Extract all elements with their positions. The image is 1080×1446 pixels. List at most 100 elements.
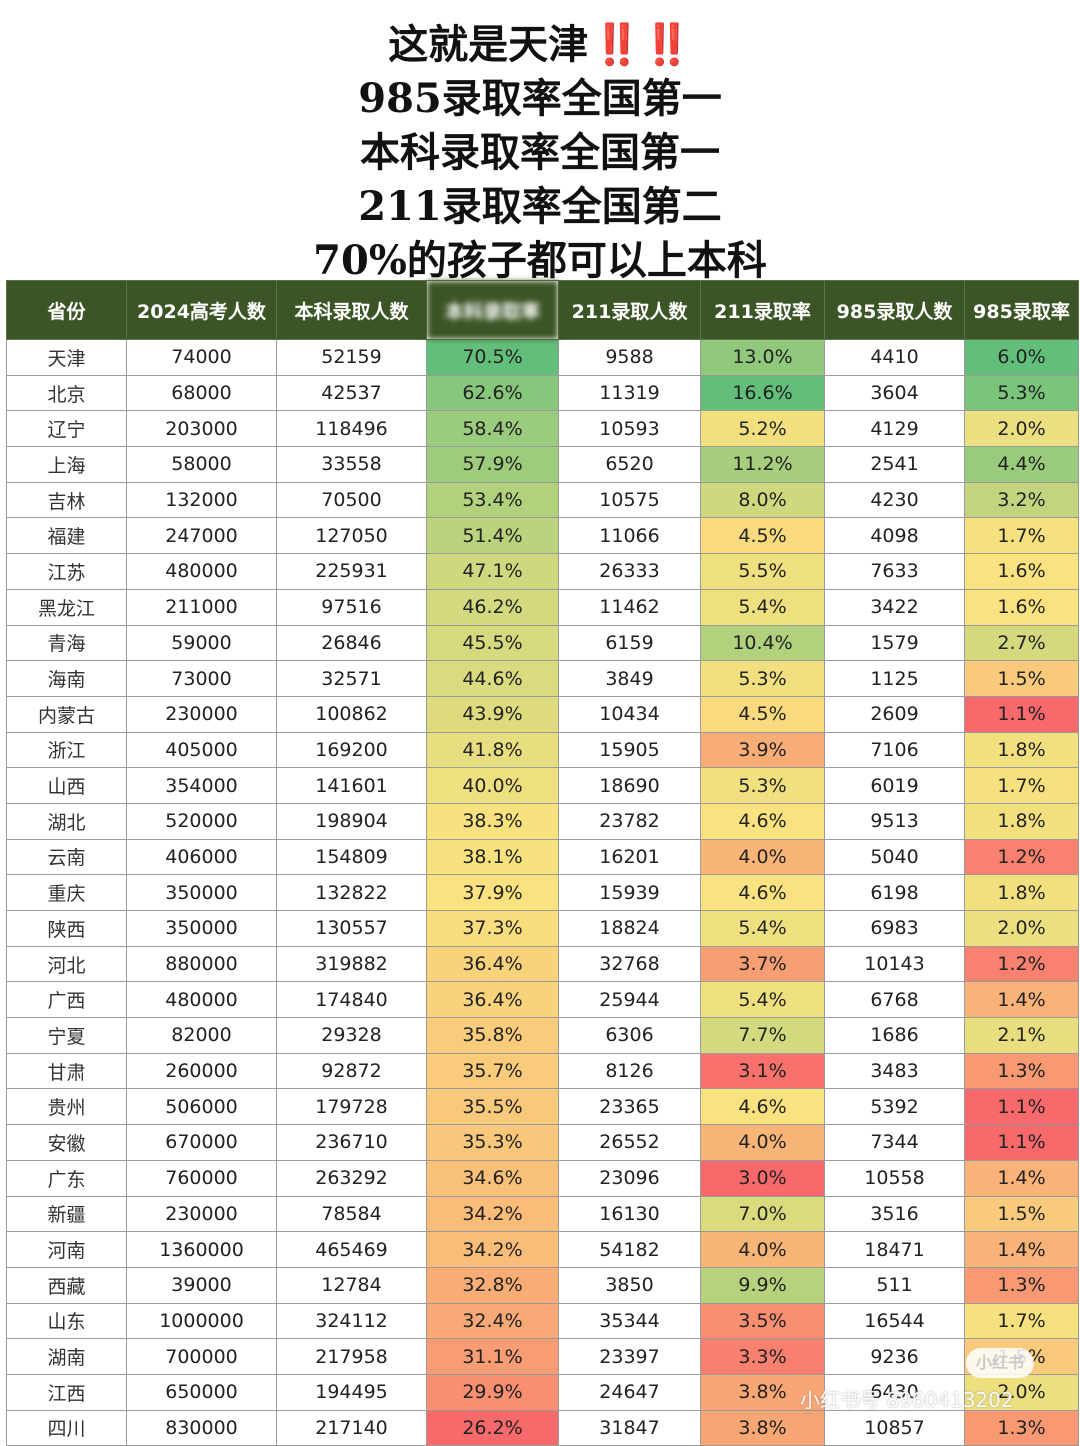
count-cell: 9236 — [824, 1338, 965, 1375]
count-cell: 74000 — [126, 339, 277, 376]
table-row: 西藏 39000 12784 32.8% 3850 9.9% 511 1.3% — [6, 1266, 1079, 1304]
rate-cell: 32.8% — [426, 1266, 559, 1304]
count-cell: 880000 — [126, 945, 277, 983]
province-cell: 安徽 — [6, 1124, 127, 1161]
province-cell: 湖北 — [6, 802, 127, 840]
rate-cell: 1.1% — [964, 695, 1079, 733]
count-cell: 3483 — [824, 1052, 965, 1090]
rate-cell: 34.2% — [426, 1231, 559, 1268]
count-cell: 700000 — [126, 1338, 277, 1375]
province-cell: 江西 — [6, 1373, 127, 1411]
table-row: 河南 1360000 465469 34.2% 54182 4.0% 18471 1.4% — [6, 1231, 1079, 1268]
rate-cell: 1.1% — [964, 1088, 1079, 1126]
rate-cell: 58.4% — [426, 410, 559, 448]
column-header: 985录取人数 — [824, 280, 965, 340]
rate-cell: 29.9% — [426, 1373, 559, 1411]
province-cell: 广西 — [6, 981, 127, 1019]
table-row: 安徽 670000 236710 35.3% 26552 4.0% 7344 1.1% — [6, 1124, 1079, 1161]
rate-cell: 1.6% — [964, 588, 1079, 626]
count-cell: 100862 — [276, 695, 427, 733]
count-cell: 6019 — [824, 767, 965, 804]
table-row: 北京 68000 42537 62.6% 11319 16.6% 3604 5.3% — [6, 374, 1079, 412]
count-cell: 18690 — [558, 767, 701, 804]
rate-cell: 13.0% — [700, 339, 825, 376]
headline-line-1: 这就是天津 ‼️‼️ — [388, 21, 692, 68]
count-cell: 26846 — [276, 624, 427, 662]
count-cell: 26552 — [558, 1124, 701, 1161]
rate-cell: 1.3% — [964, 1266, 1079, 1304]
count-cell: 16201 — [558, 838, 701, 876]
rate-cell: 1.5% — [964, 1195, 1079, 1233]
count-cell: 141601 — [276, 767, 427, 804]
headline-line-3: 本科录取率全国第一 — [360, 129, 720, 176]
rate-cell: 2.0% — [964, 1373, 1079, 1411]
count-cell: 130557 — [276, 910, 427, 947]
rate-cell: 3.1% — [700, 1052, 825, 1090]
rate-cell: 32.4% — [426, 1302, 559, 1340]
table-row: 广西 480000 174840 36.4% 25944 5.4% 6768 1.4% — [6, 981, 1079, 1019]
rate-cell: 1.3% — [964, 1052, 1079, 1090]
count-cell: 10143 — [824, 945, 965, 983]
rate-cell: 1.7% — [964, 767, 1079, 804]
column-header: 本科录取率 — [426, 280, 559, 340]
rate-cell: 7.0% — [700, 1195, 825, 1233]
count-cell: 5040 — [824, 838, 965, 876]
count-cell: 23782 — [558, 802, 701, 840]
rate-cell: 3.8% — [700, 1373, 825, 1411]
rate-cell: 36.4% — [426, 981, 559, 1019]
count-cell: 31847 — [558, 1409, 701, 1446]
rate-cell: 38.1% — [426, 838, 559, 876]
headline: 这就是天津 ‼️‼️ 985录取率全国第一 本科录取率全国第一 211录取率全国第… — [0, 18, 1080, 288]
count-cell: 260000 — [126, 1052, 277, 1090]
count-cell: 11462 — [558, 588, 701, 626]
count-cell: 225931 — [276, 553, 427, 590]
count-cell: 32768 — [558, 945, 701, 983]
rate-cell: 2.0% — [964, 410, 1079, 448]
rate-cell: 43.9% — [426, 695, 559, 733]
count-cell: 9513 — [824, 802, 965, 840]
count-cell: 6430 — [824, 1373, 965, 1411]
table-row: 天津 74000 52159 70.5% 9588 13.0% 4410 6.0% — [6, 339, 1079, 376]
count-cell: 82000 — [126, 1017, 277, 1054]
count-cell: 247000 — [126, 517, 277, 555]
province-cell: 北京 — [6, 374, 127, 412]
table-row: 四川 830000 217140 26.2% 31847 3.8% 10857 1.3% — [6, 1409, 1079, 1446]
count-cell: 3850 — [558, 1266, 701, 1304]
rate-cell: 37.3% — [426, 910, 559, 947]
count-cell: 18471 — [824, 1231, 965, 1268]
table-row: 宁夏 82000 29328 35.8% 6306 7.7% 1686 2.1% — [6, 1017, 1079, 1054]
count-cell: 506000 — [126, 1088, 277, 1126]
province-cell: 湖南 — [6, 1338, 127, 1375]
rate-cell: 3.7% — [700, 945, 825, 983]
table-row: 海南 73000 32571 44.6% 3849 5.3% 1125 1.5% — [6, 660, 1079, 697]
rate-cell: 4.4% — [964, 446, 1079, 483]
count-cell: 18824 — [558, 910, 701, 947]
rate-cell: 1.7% — [964, 517, 1079, 555]
count-cell: 406000 — [126, 838, 277, 876]
count-cell: 465469 — [276, 1231, 427, 1268]
rate-cell: 4.6% — [700, 874, 825, 911]
province-cell: 广东 — [6, 1159, 127, 1197]
column-header: 2024高考人数 — [126, 280, 277, 340]
province-cell: 黑龙江 — [6, 588, 127, 626]
rate-cell: 46.2% — [426, 588, 559, 626]
rate-cell: 1.4% — [964, 1231, 1079, 1268]
rate-cell: 2.7% — [964, 624, 1079, 662]
count-cell: 33558 — [276, 446, 427, 483]
rate-cell: 5.5% — [700, 553, 825, 590]
rate-cell: 1.7% — [964, 1302, 1079, 1340]
province-cell: 天津 — [6, 339, 127, 376]
rate-cell: 4.0% — [700, 838, 825, 876]
table-row: 甘肃 260000 92872 35.7% 8126 3.1% 3483 1.3% — [6, 1052, 1079, 1090]
count-cell: 3849 — [558, 660, 701, 697]
count-cell: 211000 — [126, 588, 277, 626]
count-cell: 1579 — [824, 624, 965, 662]
column-header: 985录取率 — [964, 280, 1079, 340]
count-cell: 6159 — [558, 624, 701, 662]
table-row: 陕西 350000 130557 37.3% 18824 5.4% 6983 2.0% — [6, 910, 1079, 947]
rate-cell: 51.4% — [426, 517, 559, 555]
count-cell: 4098 — [824, 517, 965, 555]
rate-cell: 4.0% — [700, 1231, 825, 1268]
table-row: 山东 1000000 324112 32.4% 35344 3.5% 16544 1.7% — [6, 1302, 1079, 1340]
rate-cell: 3.2% — [964, 481, 1079, 519]
